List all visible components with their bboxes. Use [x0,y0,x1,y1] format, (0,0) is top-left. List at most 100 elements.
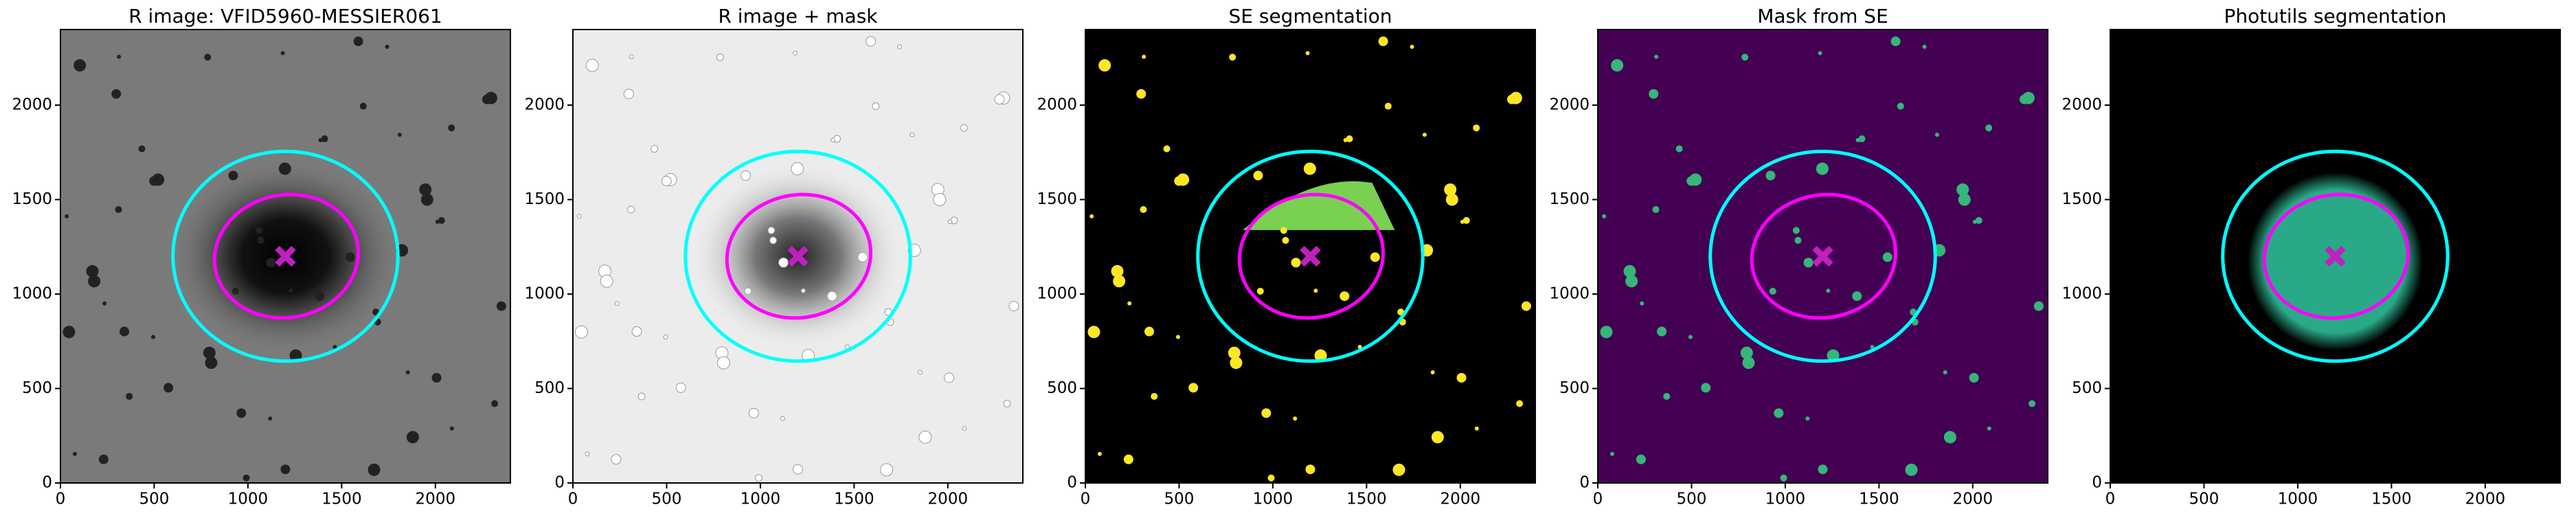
source [1188,383,1199,393]
source [1675,145,1683,153]
source [368,463,381,476]
segment [2247,172,2424,351]
source [438,216,445,224]
aperture-ellipse [683,149,912,363]
source [1975,216,1982,224]
y-tick-label: 1500 [1549,190,1590,208]
source [431,372,442,383]
source [1144,326,1155,337]
source [102,301,107,306]
source [1163,145,1171,153]
source [255,227,262,234]
panel: Photutils segmentation 0 500 1000 1500 2000 0 5… [2061,5,2561,508]
source [1611,59,1624,72]
source [1098,59,1111,72]
source [482,94,492,104]
source [420,193,433,206]
x-tick-label: 0 [1081,491,1091,508]
source [353,36,363,47]
x-tick-label: 1000 [2278,491,2318,508]
source [1303,162,1316,175]
y-tick-label: 1000 [2061,285,2102,303]
source [1741,54,1749,61]
source [780,416,785,421]
source [1649,89,1659,99]
source [321,135,328,143]
source [1987,426,1991,431]
aperture-ellipse [2262,192,2410,320]
y-tick-label: 1000 [1549,285,1590,303]
source [1506,94,1517,104]
source [2033,301,2044,311]
source [2019,94,2029,104]
x-tick-label: 500 [139,491,170,508]
source [2029,400,2036,407]
source [651,145,659,153]
source [1410,45,1414,49]
panel: R image + mask 0 500 1000 1500 2000 0 500 1000 15… [524,5,1024,508]
source [1111,264,1124,278]
segment [1243,181,1395,230]
x-tick-label: 2000 [416,491,456,508]
source [1229,54,1236,61]
source [1600,326,1613,339]
x-tick-label: 500 [652,491,682,508]
source [872,102,880,111]
source [944,372,955,383]
source [918,370,923,375]
source [1769,287,1776,295]
source [1818,464,1828,475]
source [1151,392,1158,400]
source [1609,451,1614,456]
source [1305,464,1315,475]
axes-frame [1085,29,1536,484]
source [1113,275,1126,288]
y-tick-label: 1000 [524,285,565,303]
source [576,214,582,219]
y-tick-label: 1000 [12,285,52,303]
source [960,124,968,132]
source [397,133,402,137]
source [1794,236,1802,244]
source [1343,138,1348,143]
source [149,176,159,186]
source [1445,193,1458,206]
y-tick-label: 2000 [1037,96,1077,114]
source [1943,431,1956,444]
source [1357,345,1362,349]
y-tick-label: 2000 [2061,96,2102,114]
source [111,89,122,99]
source [1805,416,1810,421]
source [1174,176,1184,186]
aperture-ellipse [1196,149,1425,363]
source [1293,416,1298,421]
source [63,326,76,339]
source [150,335,155,339]
aperture-ellipse [2221,149,2450,363]
source [880,463,894,477]
y-tick-label: 1500 [12,190,52,208]
source [1956,183,1969,196]
source [748,407,759,418]
source [1280,227,1287,234]
source [663,334,668,339]
source [769,236,777,245]
center-marker [787,245,809,267]
source [1460,219,1465,224]
source [574,325,588,339]
source [1346,135,1353,143]
source [1291,258,1301,268]
x-tick-label: 0 [1593,491,1603,508]
source [611,454,622,465]
source [65,214,69,218]
source [1742,357,1755,370]
source [1370,252,1380,262]
y-tick-label: 1000 [1037,285,1077,303]
source [793,464,803,475]
source [623,89,634,100]
source [614,301,620,306]
source [1688,335,1693,339]
source [419,183,432,196]
source [115,206,122,214]
source [126,392,133,400]
